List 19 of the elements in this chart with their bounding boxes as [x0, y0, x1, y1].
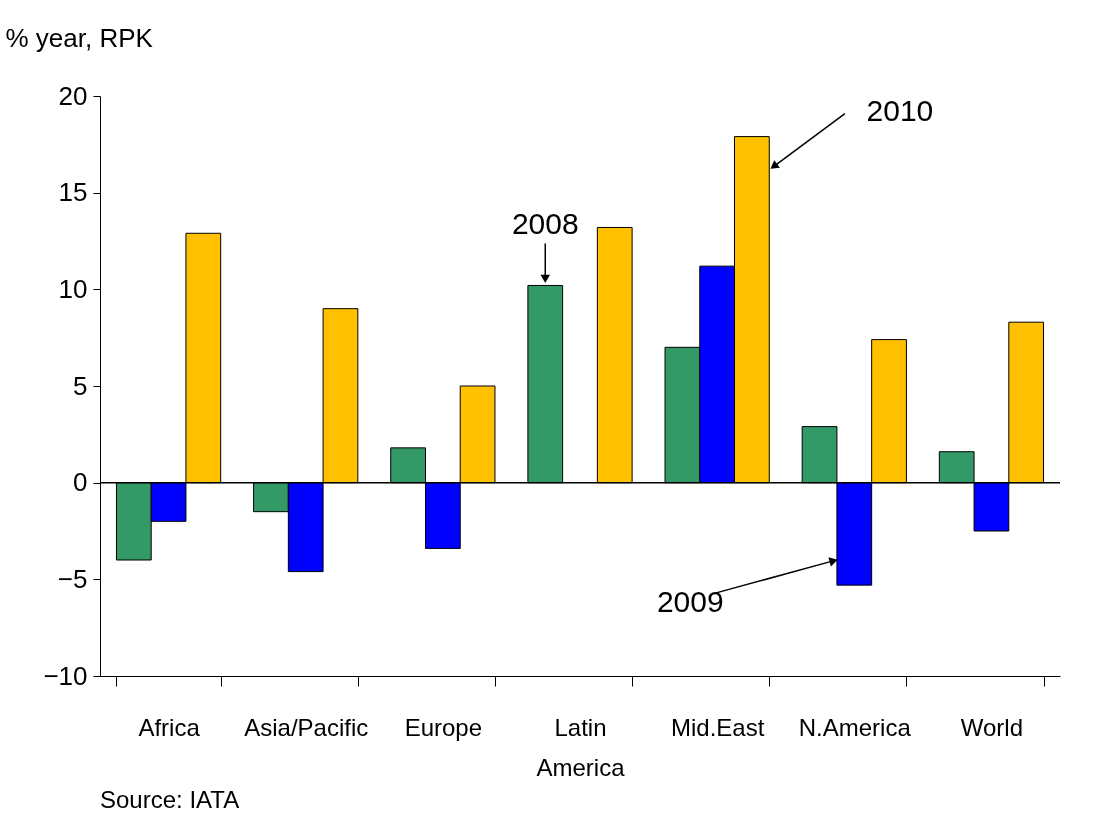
y-tick-label: 15	[58, 177, 88, 208]
y-tick-label: 5	[73, 370, 88, 401]
y-tick-label: −10	[43, 660, 88, 691]
y-axis-title: % year, RPK	[5, 22, 154, 53]
y-tick-label: 20	[58, 80, 88, 111]
text: 2009	[656, 585, 724, 619]
x-tick-label: Mid.East	[670, 713, 765, 741]
series-label: 2008	[511, 207, 579, 241]
y-tick-label: 0	[73, 467, 88, 498]
x-tick-label: Africa	[138, 713, 201, 741]
source-note: Source: IATA	[100, 786, 240, 813]
y-tick-label: 10	[58, 273, 88, 304]
x-tick-label: N.America	[798, 713, 912, 741]
x-tick-label: Asia/Pacific	[244, 713, 369, 741]
y-tick-label: −5	[57, 563, 88, 594]
text: 2010	[866, 93, 934, 127]
x-tick-label: Europe	[404, 713, 483, 741]
x-tick-label: Latin America	[536, 713, 626, 781]
x-tick-label: World	[960, 713, 1024, 741]
